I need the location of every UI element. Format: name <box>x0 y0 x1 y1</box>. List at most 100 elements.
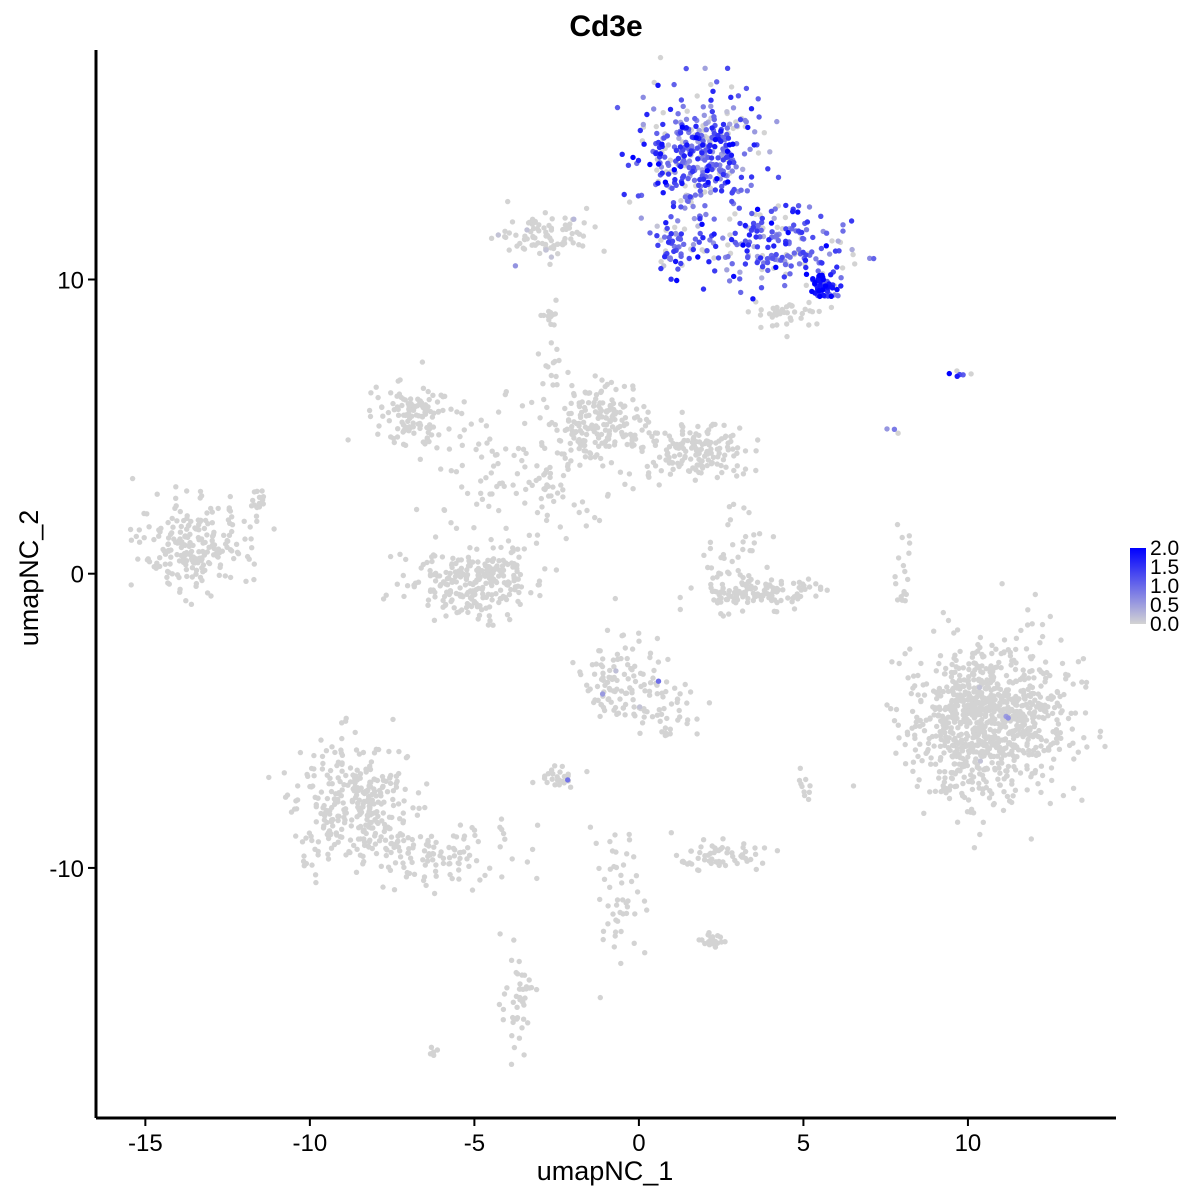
cell-point <box>1048 765 1055 771</box>
cell-point <box>731 467 737 474</box>
cell-point <box>524 227 530 233</box>
cell-point <box>740 166 746 172</box>
cell-point <box>965 719 972 725</box>
cell-point <box>986 795 993 801</box>
cell-point <box>690 246 696 253</box>
cell-point <box>705 564 711 571</box>
cell-point <box>775 237 782 244</box>
cell-point <box>745 242 752 248</box>
cell-point <box>902 761 909 767</box>
cell-point <box>497 844 503 850</box>
cell-point <box>534 509 541 516</box>
cell-point <box>806 322 812 328</box>
cell-point <box>397 551 403 557</box>
legend-label: 1.0 <box>1150 575 1179 598</box>
cell-point <box>790 580 797 586</box>
cell-point <box>646 692 653 698</box>
cell-point <box>759 264 766 270</box>
cell-point <box>414 812 421 818</box>
cell-point <box>781 274 787 280</box>
cell-point <box>612 427 619 433</box>
cell-point <box>353 747 360 753</box>
cell-point <box>663 679 670 685</box>
cell-point <box>678 97 685 103</box>
cell-point <box>755 150 762 156</box>
cell-point <box>1045 745 1052 751</box>
cell-point <box>549 216 555 222</box>
cell-point <box>446 446 453 452</box>
cell-point <box>939 713 946 719</box>
cell-point <box>571 390 577 397</box>
cell-point <box>672 258 679 265</box>
cell-point <box>453 560 459 567</box>
cell-point <box>765 166 771 172</box>
cell-point <box>796 777 803 784</box>
cell-point <box>658 237 664 243</box>
cell-point <box>687 151 693 157</box>
cell-point <box>569 230 575 237</box>
cell-point <box>1082 710 1089 716</box>
cell-point <box>803 264 809 271</box>
cell-point <box>1012 666 1019 673</box>
cell-point <box>410 842 417 848</box>
cell-point <box>384 847 390 853</box>
cell-point <box>921 692 928 698</box>
cell-point <box>1008 708 1014 714</box>
cell-point <box>1039 621 1046 628</box>
cell-point <box>1058 710 1064 716</box>
cell-point <box>312 872 319 878</box>
cell-point <box>328 845 335 851</box>
cell-point <box>631 415 638 421</box>
cell-point <box>953 783 960 789</box>
cell-point <box>326 828 333 834</box>
cell-point <box>675 266 681 272</box>
cell-point <box>995 745 1002 751</box>
cell-point <box>178 544 185 551</box>
cell-point <box>654 712 661 718</box>
cell-point <box>631 704 637 710</box>
cell-point <box>662 430 668 436</box>
cell-point <box>910 685 916 691</box>
cell-point <box>1051 704 1058 711</box>
cell-point <box>651 106 657 112</box>
cell-point <box>430 552 437 558</box>
cell-point <box>184 515 190 522</box>
cell-point <box>1038 789 1044 796</box>
cell-point <box>466 863 472 869</box>
cell-point <box>728 433 734 440</box>
cell-point <box>816 308 822 315</box>
cell-point <box>757 255 764 261</box>
cell-point <box>523 986 529 992</box>
cell-point <box>587 450 593 456</box>
cell-point <box>483 423 490 429</box>
cell-point <box>884 426 890 432</box>
cell-point <box>1071 756 1077 762</box>
cell-point <box>712 187 718 193</box>
cell-point <box>940 609 946 616</box>
cell-point <box>607 667 613 674</box>
cell-point <box>659 170 665 176</box>
cell-point <box>995 735 1001 742</box>
cell-point <box>707 237 713 243</box>
cell-point <box>782 261 789 268</box>
cell-point <box>544 404 550 411</box>
cell-point <box>675 218 681 224</box>
cell-point <box>662 179 669 185</box>
cell-point <box>373 850 380 857</box>
cell-point <box>693 123 699 129</box>
cell-point <box>592 224 598 230</box>
cell-point <box>1021 695 1028 701</box>
cell-point <box>784 333 790 340</box>
cell-point <box>817 293 823 300</box>
x-axis-ticks: -15 -10 -5 0 5 10 <box>128 1118 981 1157</box>
cell-point <box>805 576 812 582</box>
cell-point <box>962 709 968 715</box>
cell-point <box>197 495 203 501</box>
cell-point <box>704 462 710 469</box>
cell-point <box>450 555 456 561</box>
cell-point <box>783 202 789 209</box>
cell-point <box>605 903 611 909</box>
cell-point <box>726 278 733 284</box>
cell-point <box>396 748 402 755</box>
cell-point <box>791 222 797 228</box>
